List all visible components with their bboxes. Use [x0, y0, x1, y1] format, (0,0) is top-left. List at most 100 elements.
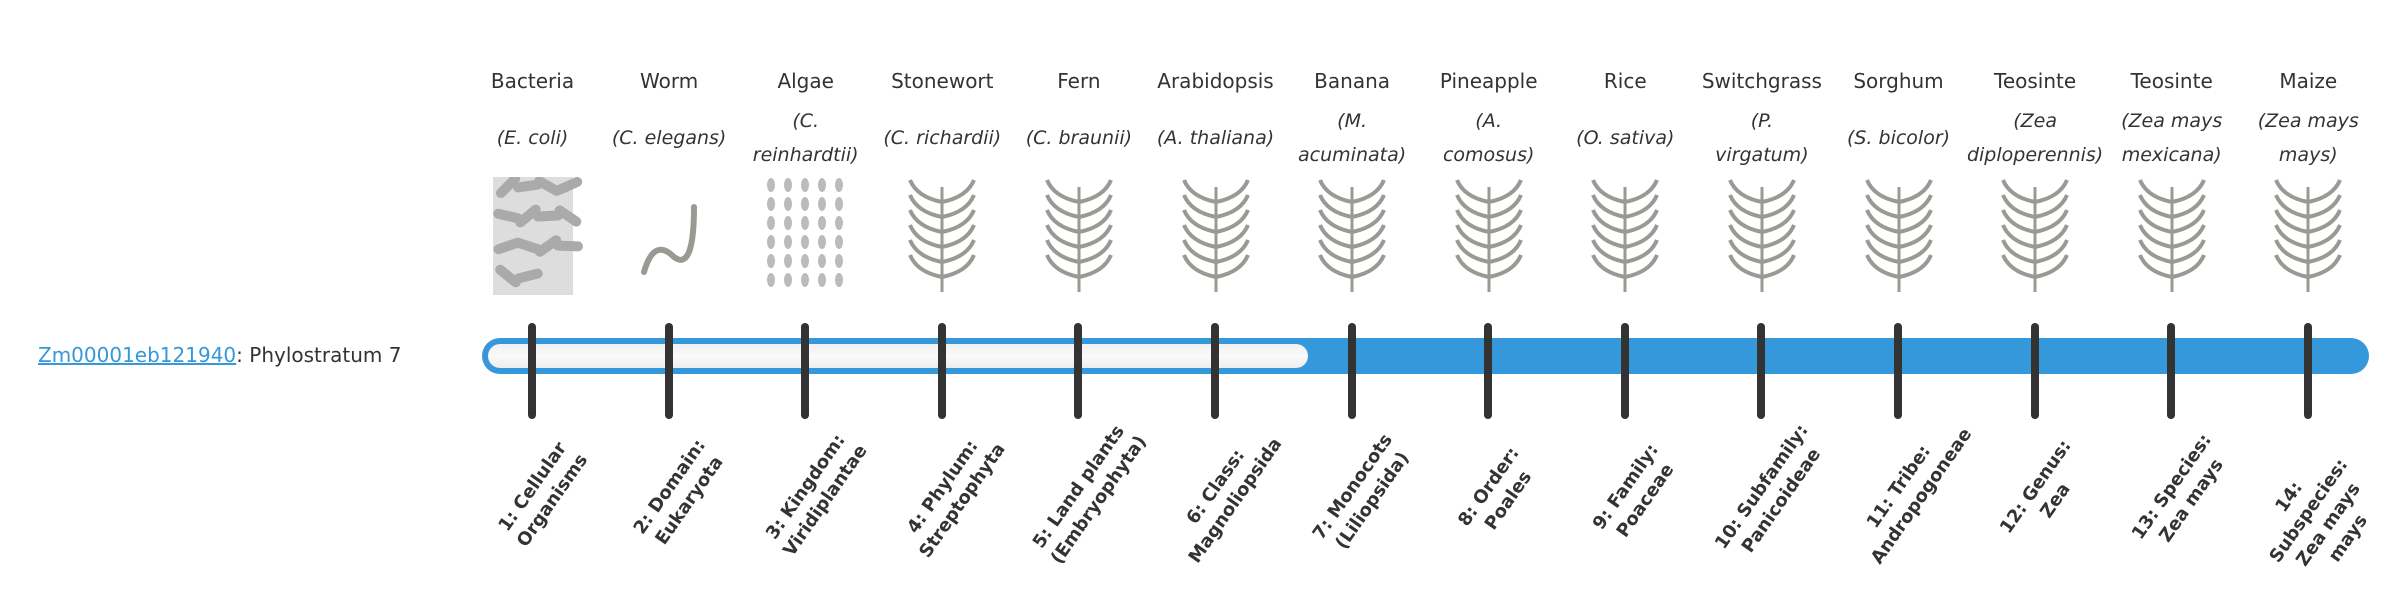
- banana-image: [1284, 177, 1421, 295]
- scientific-name-line: (C.: [792, 110, 820, 132]
- sorghum-icon: [1864, 179, 1933, 292]
- stratum-tick: [1484, 323, 1493, 419]
- organism-common-name: Worm: [639, 69, 699, 93]
- gene-label: Zm00001eb121940: Phylostratum 7: [38, 340, 401, 370]
- stratum-tick: [1620, 323, 1629, 419]
- scientific-name-line: (P.: [1750, 110, 1774, 132]
- algae-icon: [766, 178, 843, 287]
- organism-scientific-name: (A. comosus): [1420, 104, 1557, 172]
- bar-empty-portion: [488, 344, 1308, 368]
- switchgrass-image: [1693, 177, 1830, 295]
- scientific-name-line: reinhardtii): [752, 144, 859, 166]
- fern-image: [1010, 177, 1147, 295]
- scientific-name-line: (Zea mays: [2257, 110, 2359, 132]
- scientific-name-line: virgatum): [1715, 144, 1809, 166]
- stratum-tick: [1211, 323, 1219, 419]
- organism-common-name: Teosinte: [1994, 69, 2077, 93]
- scientific-name-line: (E. coli): [496, 127, 569, 149]
- rice-icon: [1591, 179, 1660, 292]
- scientific-name-line: (S. bicolor): [1846, 127, 1951, 149]
- scientific-name-line: (O. sativa): [1576, 127, 1675, 149]
- stratum-rank-label: 4: Phylum: Streptophyta: [902, 436, 1010, 562]
- organism-common-name: Bacteria: [490, 69, 575, 93]
- stratum-rank-label: 3: Kingdom: Viridiplantae: [762, 430, 872, 561]
- pineapple-image: [1420, 177, 1557, 295]
- teosinte-image: [1967, 177, 2104, 295]
- worm-icon: [641, 204, 698, 275]
- scientific-name-line: acuminata): [1298, 144, 1407, 166]
- organism-scientific-name: (C. richardii): [874, 104, 1011, 172]
- organism-scientific-name: (Zea mays mexicana): [2103, 104, 2240, 172]
- organism-scientific-name: (S. bicolor): [1830, 104, 1967, 172]
- worm-image: [601, 177, 738, 295]
- stratum-rank-label: 1: Cellular Organisms: [494, 438, 593, 552]
- rice-image: [1557, 177, 1694, 295]
- phylostratum-bar: [482, 338, 2369, 374]
- stratum-tick: [2303, 323, 2312, 419]
- organism-scientific-name: (O. sativa): [1557, 104, 1694, 172]
- teosinte-icon: [2137, 179, 2206, 292]
- stonewort-icon: [908, 179, 977, 292]
- maize-icon: [2274, 179, 2343, 292]
- switchgrass-icon: [1728, 179, 1796, 292]
- stratum-rank-label: 2: Domain: Eukaryota: [629, 435, 728, 549]
- organism-scientific-name: (C. braunii): [1010, 104, 1147, 172]
- organism-common-name: Pineapple: [1439, 69, 1538, 93]
- organism-scientific-name: (E. coli): [464, 104, 601, 172]
- scientific-name-line: (C. richardii): [883, 127, 1002, 149]
- stratum-rank-label: 11: Tribe: Andropogoneae: [1862, 424, 1977, 569]
- scientific-name-line: mays): [2278, 144, 2338, 166]
- organism-common-name: Algae: [777, 69, 834, 93]
- organism-scientific-name: (Zea mays mays): [2240, 104, 2377, 172]
- organism-scientific-name: (C. elegans): [601, 104, 738, 172]
- scientific-name-line: (M.: [1337, 110, 1368, 132]
- stonewort-image: [874, 177, 1011, 295]
- scientific-name-line: diploperennis): [1966, 144, 2104, 166]
- teosinte-icon: [2001, 179, 2069, 292]
- organism-scientific-name: (P. virgatum): [1693, 104, 1830, 172]
- stratum-rank-label: 8: Order: Poales: [1454, 443, 1537, 534]
- sorghum-image: [1830, 177, 1967, 295]
- organism-common-name: Rice: [1603, 69, 1647, 93]
- arabidopsis-image: [1147, 177, 1284, 295]
- pineapple-icon: [1454, 179, 1523, 292]
- phylostratum-label: Phylostratum 7: [249, 343, 402, 367]
- stratum-rank-label: 10: Subfamily: Panicoideae: [1711, 420, 1826, 557]
- stratum-tick: [528, 323, 536, 419]
- stratum-rank-label: 9: Family: Poaceae: [1588, 440, 1679, 542]
- scientific-name-line: (C. elegans): [611, 127, 727, 149]
- maize-image: [2240, 177, 2377, 295]
- gene-id-link[interactable]: Zm00001eb121940: [38, 343, 237, 367]
- scientific-name-line: mexicana): [2121, 144, 2222, 166]
- organism-common-name: Switchgrass: [1701, 69, 1822, 93]
- stratum-rank-label: 6: Class: Magnoliopsida: [1182, 434, 1287, 568]
- organism-common-name: Teosinte: [2130, 69, 2213, 93]
- scientific-name-line: (C. braunii): [1025, 127, 1133, 149]
- bacteria-image: [464, 177, 601, 295]
- banana-icon: [1318, 179, 1386, 292]
- scientific-name-line: (A. thaliana): [1156, 127, 1275, 149]
- stratum-rank-label: 5: Land plants (Embryophyta): [1028, 421, 1152, 569]
- scientific-name-line: (Zea: [2013, 110, 2057, 132]
- stratum-tick: [801, 323, 810, 419]
- stratum-tick: [2167, 323, 2176, 419]
- organism-common-name: Banana: [1314, 69, 1391, 93]
- stratum-rank-label: 13: Species: Zea mays: [2127, 430, 2228, 547]
- organism-common-name: Maize: [2279, 69, 2338, 93]
- stratum-rank-label: 14: Subspecies: Zea mays mays: [2265, 455, 2372, 571]
- teosinte-image: [2103, 177, 2240, 295]
- organism-scientific-name: (C. reinhardtii): [737, 104, 874, 172]
- algae-image: [737, 177, 874, 295]
- organism-scientific-name: (Zea diploperennis): [1967, 104, 2104, 172]
- stratum-rank-label: 7: Monocots (Liliopsida): [1308, 430, 1414, 554]
- stratum-tick: [1347, 323, 1356, 419]
- stratum-tick: [1894, 323, 1902, 419]
- gene-separator: :: [236, 343, 243, 367]
- organism-common-name: Fern: [1057, 69, 1101, 93]
- bacteria-icon: [492, 177, 583, 295]
- organism-scientific-name: (A. thaliana): [1147, 104, 1284, 172]
- stratum-tick: [1757, 323, 1766, 419]
- stratum-tick: [937, 323, 946, 419]
- fern-icon: [1045, 179, 1113, 292]
- scientific-name-line: (Zea mays: [2121, 110, 2223, 132]
